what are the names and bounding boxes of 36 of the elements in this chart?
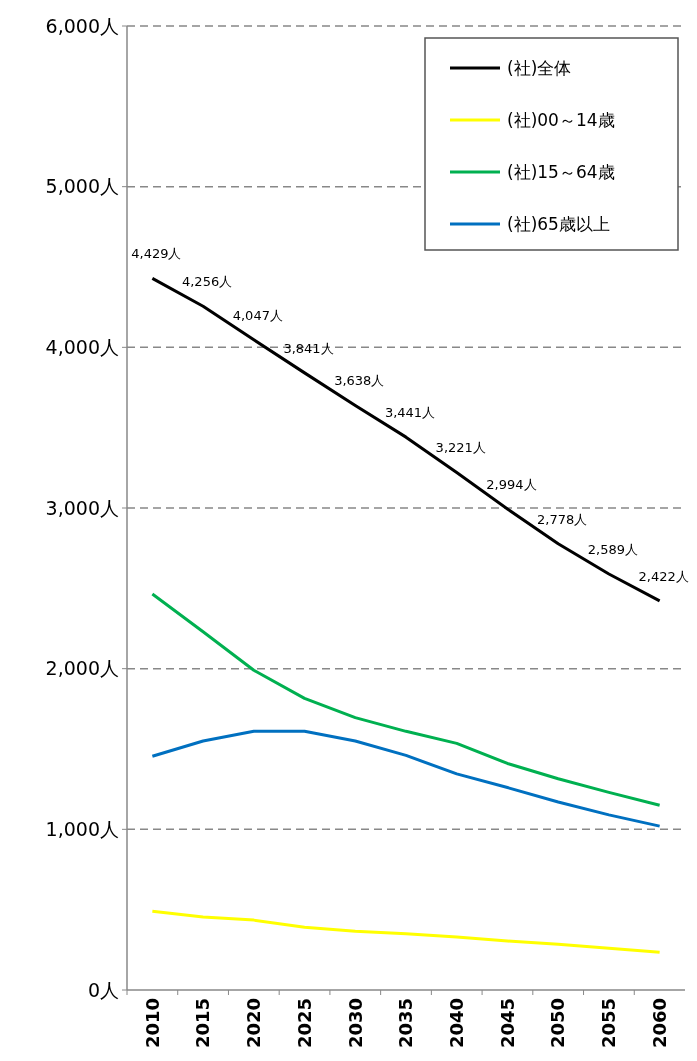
line-series: [150, 729, 662, 828]
x-tick-label: 2045: [496, 998, 518, 1049]
y-tick-label: 5,000人: [45, 175, 119, 198]
data-label: 3,441人: [384, 405, 436, 421]
data-label: 4,047人: [232, 307, 283, 323]
data-label: 4,429人: [131, 246, 182, 262]
x-tick-label: 2010: [141, 998, 163, 1049]
x-tick-label: 2040: [446, 998, 468, 1049]
data-label: 2,778人: [537, 511, 588, 527]
legend-label: (社)00～14歳: [507, 109, 615, 130]
data-label: 3,638人: [334, 373, 385, 389]
data-label: 3,841人: [283, 340, 334, 356]
x-tick-label: 2060: [648, 998, 670, 1049]
line-series: [150, 592, 662, 807]
legend-label: (社)全体: [507, 57, 572, 78]
x-tick-label: 2055: [598, 998, 620, 1049]
x-tick-label: 2035: [395, 998, 417, 1049]
y-tick-label: 4,000人: [45, 335, 119, 358]
legend-label: (社)15～64歳: [507, 161, 615, 182]
legend-label: (社)65歳以上: [507, 213, 610, 234]
x-tick-label: 2050: [547, 998, 569, 1049]
x-tick-label: 2020: [243, 998, 265, 1049]
y-tick-label: 6,000人: [45, 14, 119, 37]
x-tick-label: 2030: [344, 998, 366, 1049]
data-label: 2,994人: [486, 476, 537, 492]
data-label: 4,256人: [181, 274, 233, 290]
data-label: 3,221人: [435, 440, 486, 456]
x-tick-label: 2025: [293, 998, 315, 1049]
line-series: [150, 909, 662, 954]
data-label: 2,422人: [638, 568, 689, 584]
y-tick-label: 3,000人: [45, 496, 119, 519]
y-tick-label: 2,000人: [45, 657, 119, 680]
y-tick-label: 1,000人: [45, 817, 119, 840]
x-tick-label: 2015: [192, 998, 214, 1049]
data-label: 2,589人: [587, 542, 639, 558]
y-tick-label: 0人: [87, 978, 119, 1001]
